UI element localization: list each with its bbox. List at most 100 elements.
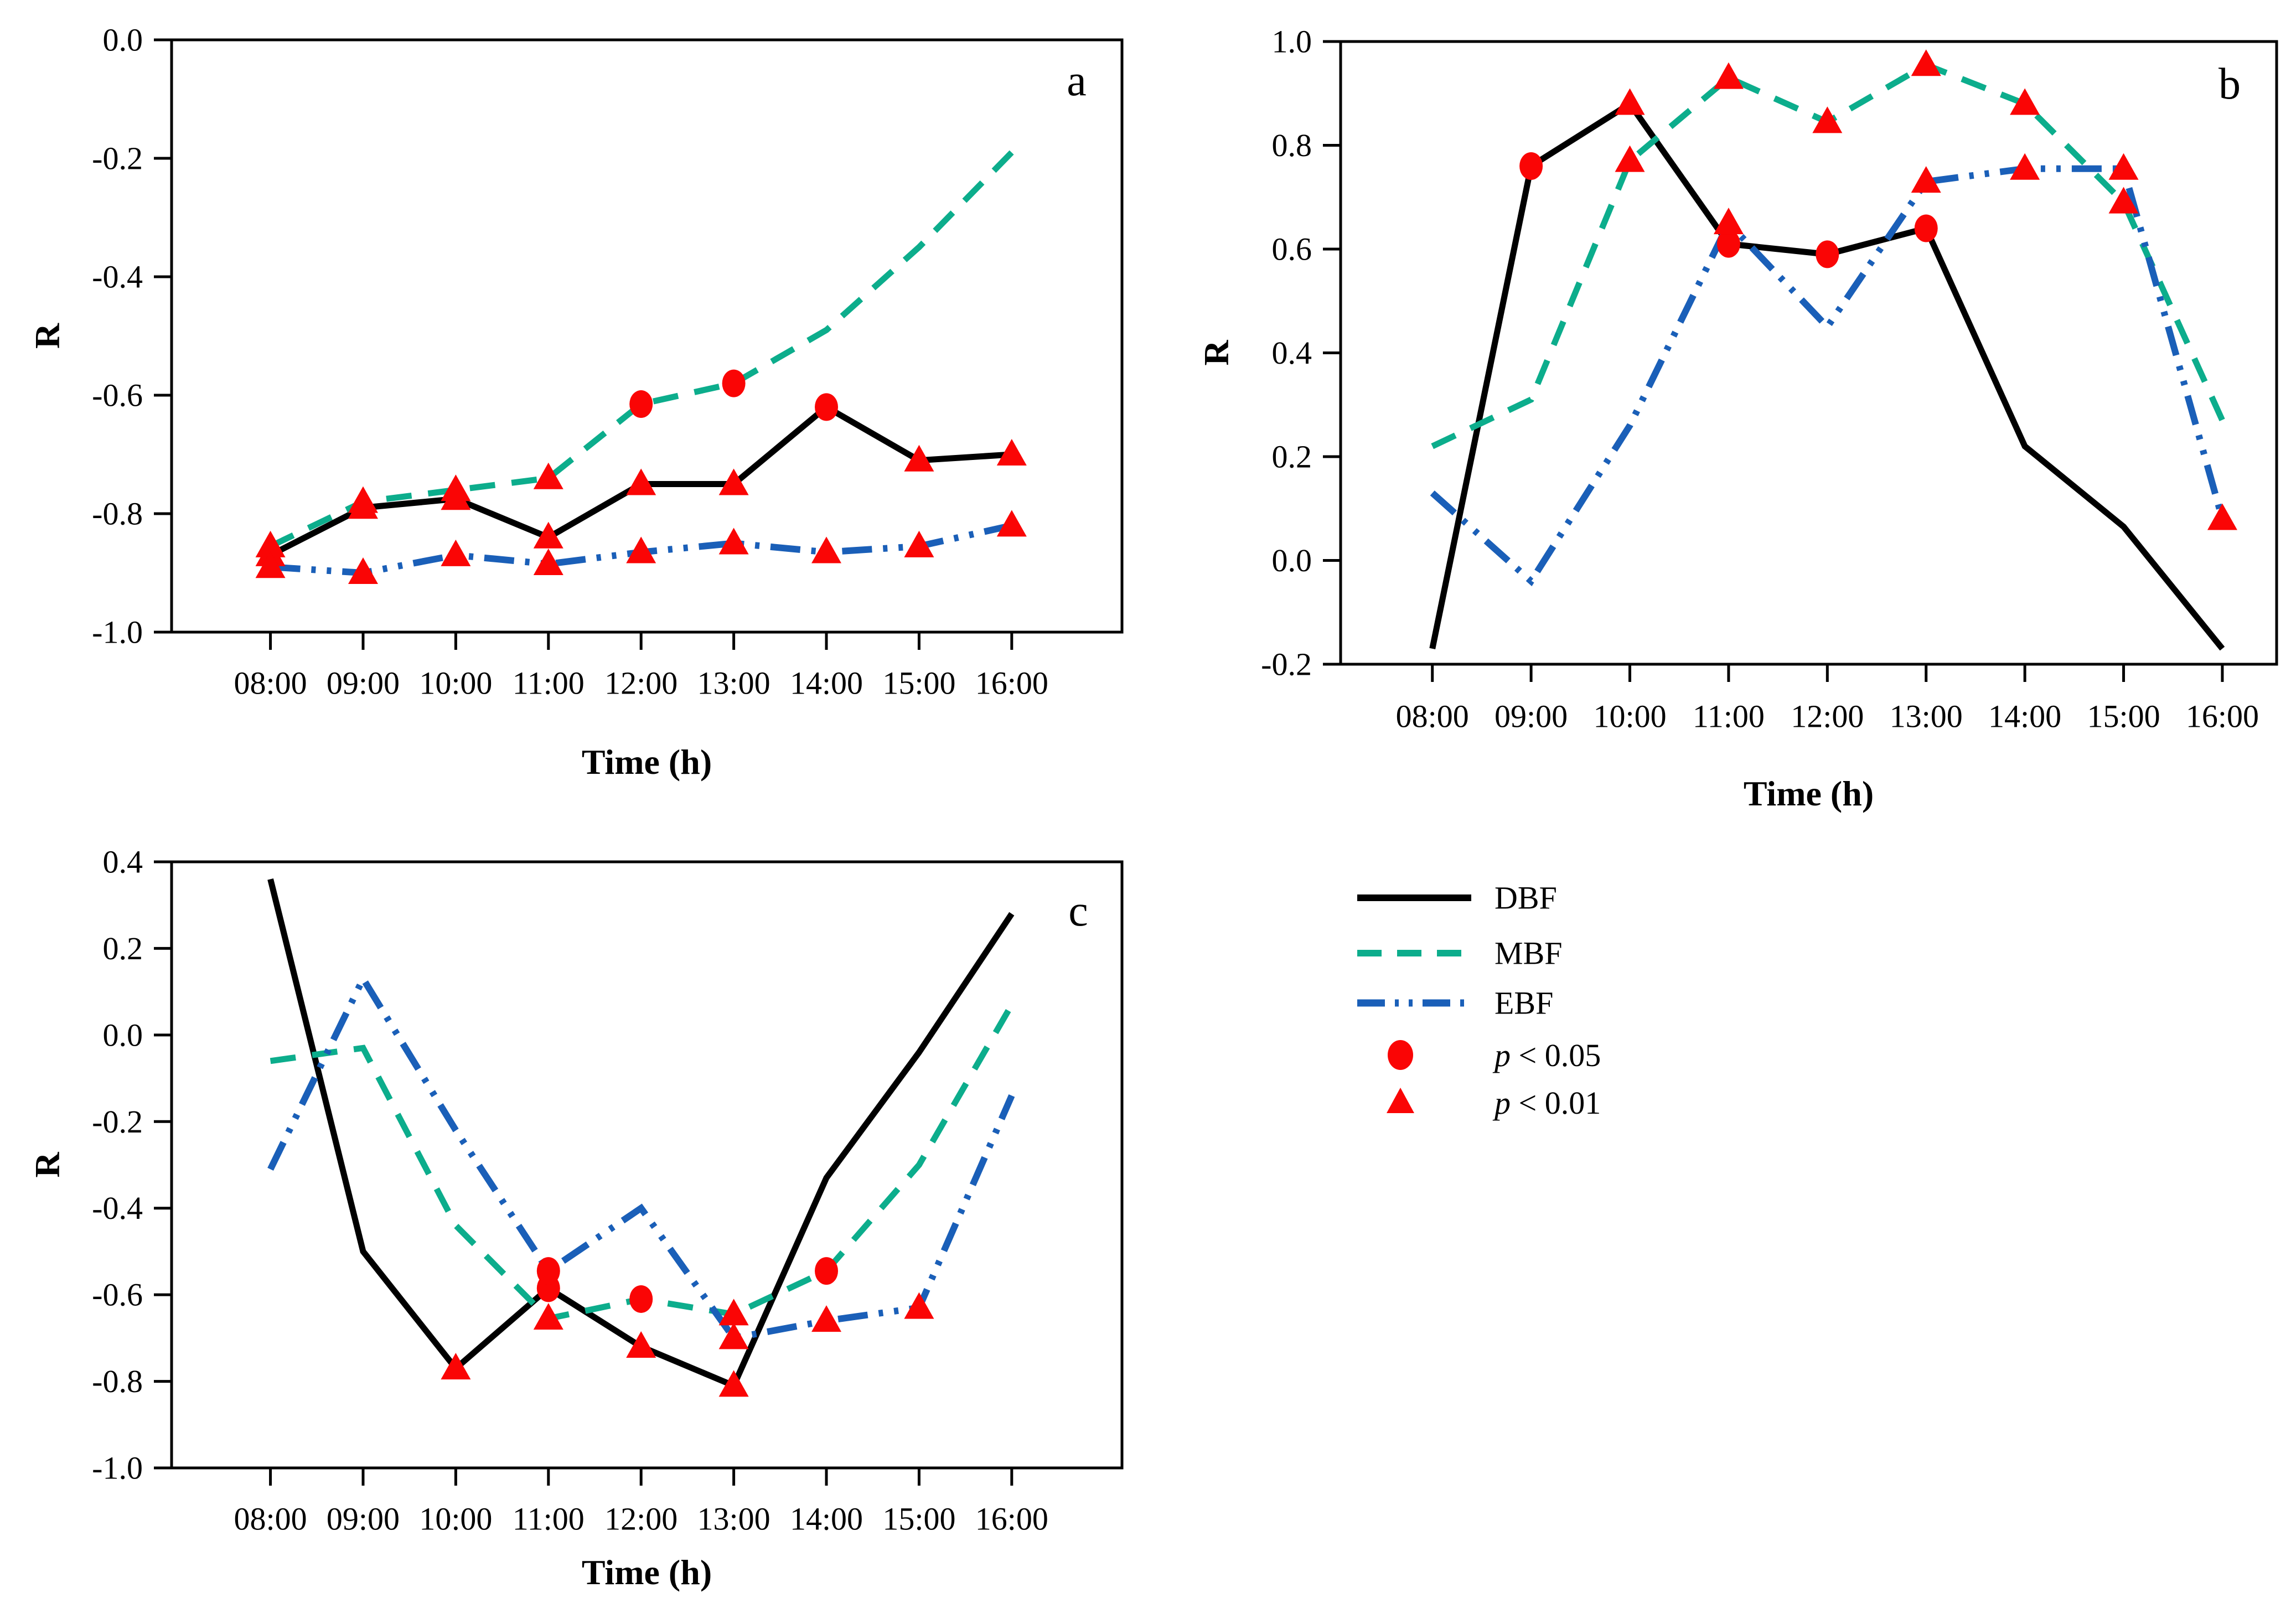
significance-marker-triangle xyxy=(1911,49,1941,76)
x-tick-label: 09:00 xyxy=(1495,699,1568,735)
panel-letter: b xyxy=(2219,60,2241,108)
significance-marker-circle xyxy=(629,390,653,418)
significance-marker-triangle xyxy=(1713,62,1744,89)
legend-label-p005: p < 0.05 xyxy=(1492,1037,1601,1073)
y-tick-label: -0.4 xyxy=(92,1190,143,1226)
x-tick-label: 16:00 xyxy=(975,665,1048,701)
significance-marker-triangle xyxy=(2010,88,2040,115)
significance-marker-circle xyxy=(1914,214,1938,242)
x-tick-label: 11:00 xyxy=(1693,699,1765,735)
x-tick-label: 14:00 xyxy=(790,665,863,701)
y-tick-label: -0.2 xyxy=(92,141,143,177)
x-tick-label: 13:00 xyxy=(697,665,770,701)
y-tick-label: 0.0 xyxy=(103,22,143,58)
panel-a: 0.0 -0.2 -0.4 -0.6 -0.8 -1.0 08:00 09:00 10:00 11… xyxy=(28,22,1124,782)
x-tick-label: 08:00 xyxy=(234,1501,307,1537)
x-axis-title: Time (h) xyxy=(582,1553,712,1592)
x-axis-title: Time (h) xyxy=(1744,774,1874,813)
y-tick-label: -0.2 xyxy=(1261,647,1312,682)
legend: DBF MBF EBF p < 0.05 p < 0.01 xyxy=(1357,880,1601,1121)
significance-marker-triangle xyxy=(533,548,563,575)
significance-marker-triangle xyxy=(1615,88,1645,115)
x-tick-label: 15:00 xyxy=(2087,699,2160,735)
y-tick-label: 0.4 xyxy=(103,844,143,880)
y-tick-label: 0.2 xyxy=(1272,439,1312,475)
y-tick-label: 1.0 xyxy=(1272,24,1312,60)
significance-marker-circle xyxy=(815,393,839,421)
significance-marker-triangle xyxy=(1911,166,1941,193)
x-axis-title: Time (h) xyxy=(582,742,712,782)
legend-label-ebf: EBF xyxy=(1495,985,1553,1021)
y-tick-label: -0.6 xyxy=(92,1277,143,1313)
plot-frame xyxy=(170,860,1124,1470)
x-tick-label: 15:00 xyxy=(882,1501,955,1537)
x-tick-label: 13:00 xyxy=(1890,699,1963,735)
panel-letter: c xyxy=(1068,887,1088,935)
y-tick-label: -0.8 xyxy=(92,496,143,532)
y-tick-label: 0.6 xyxy=(1272,231,1312,267)
significance-marker-triangle xyxy=(904,444,934,472)
significance-marker-triangle xyxy=(718,1299,749,1326)
legend-label-mbf: MBF xyxy=(1495,935,1563,971)
significance-marker-triangle xyxy=(441,474,471,501)
significance-marker-triangle xyxy=(904,1292,934,1319)
significance-marker-triangle xyxy=(718,528,749,555)
x-tick-label: 11:00 xyxy=(513,665,585,701)
significance-marker-triangle xyxy=(1615,145,1645,172)
y-axis-title: R xyxy=(1197,340,1236,366)
significance-marker-triangle xyxy=(718,468,749,495)
panel-c: 0.4 0.2 0.0 -0.2 -0.4 -0.6 -0.8 -1.0 08:00 09:00 1… xyxy=(28,844,1124,1592)
legend-label-dbf: DBF xyxy=(1495,880,1557,916)
significance-marker-triangle xyxy=(533,462,563,489)
significance-marker-triangle xyxy=(2010,153,2040,180)
y-axis-title: R xyxy=(28,1152,67,1178)
plot-frame xyxy=(1339,40,2278,666)
legend-marker-circle xyxy=(1388,1040,1413,1070)
significance-marker-circle xyxy=(629,1285,653,1313)
x-tick-label: 09:00 xyxy=(327,665,400,701)
x-tick-label: 16:00 xyxy=(2186,699,2259,735)
x-tick-label: 12:00 xyxy=(604,665,678,701)
significance-marker-triangle xyxy=(1713,208,1744,235)
significance-marker-triangle xyxy=(2108,187,2139,214)
x-tick-label: 16:00 xyxy=(975,1501,1048,1537)
significance-marker-triangle xyxy=(904,530,934,557)
significance-marker-triangle xyxy=(348,557,378,584)
y-tick-label: -0.6 xyxy=(92,377,143,413)
y-tick-label: 0.0 xyxy=(1272,542,1312,578)
plot-frame xyxy=(170,38,1124,634)
legend-marker-triangle xyxy=(1387,1088,1414,1113)
series-ebf-line xyxy=(267,971,1015,1342)
significance-marker-circle xyxy=(1519,152,1543,180)
y-tick-label: -0.2 xyxy=(92,1104,143,1140)
x-tick-label: 13:00 xyxy=(697,1501,770,1537)
series-ebf-line xyxy=(1430,165,2226,587)
significance-marker-triangle xyxy=(2207,503,2237,530)
significance-marker-triangle xyxy=(626,1331,656,1358)
x-tick-label: 10:00 xyxy=(1593,699,1666,735)
significance-marker-triangle xyxy=(811,1305,842,1332)
x-tick-label: 14:00 xyxy=(790,1501,863,1537)
x-tick-label: 12:00 xyxy=(1791,699,1864,735)
y-tick-label: -0.8 xyxy=(92,1363,143,1399)
x-tick-label: 12:00 xyxy=(604,1501,678,1537)
x-tick-label: 08:00 xyxy=(234,665,307,701)
x-tick-label: 15:00 xyxy=(882,665,955,701)
significance-marker-triangle xyxy=(533,1303,563,1330)
significance-marker-triangle xyxy=(996,510,1027,537)
significance-marker-triangle xyxy=(441,539,471,566)
significance-marker-circle xyxy=(536,1257,560,1285)
significance-marker-triangle xyxy=(441,1353,471,1380)
significance-marker-triangle xyxy=(533,521,563,549)
x-tick-label: 08:00 xyxy=(1396,699,1469,735)
x-tick-label: 10:00 xyxy=(419,665,492,701)
significance-marker-triangle xyxy=(626,468,656,495)
y-tick-label: -1.0 xyxy=(92,614,143,650)
y-tick-label: -0.4 xyxy=(92,259,143,295)
y-tick-label: 0.2 xyxy=(103,930,143,966)
significance-marker-circle xyxy=(722,369,746,397)
significance-marker-triangle xyxy=(255,530,286,557)
y-tick-label: 0.8 xyxy=(1272,127,1312,163)
significance-marker-triangle xyxy=(996,439,1027,466)
significance-marker-triangle xyxy=(718,1322,749,1349)
